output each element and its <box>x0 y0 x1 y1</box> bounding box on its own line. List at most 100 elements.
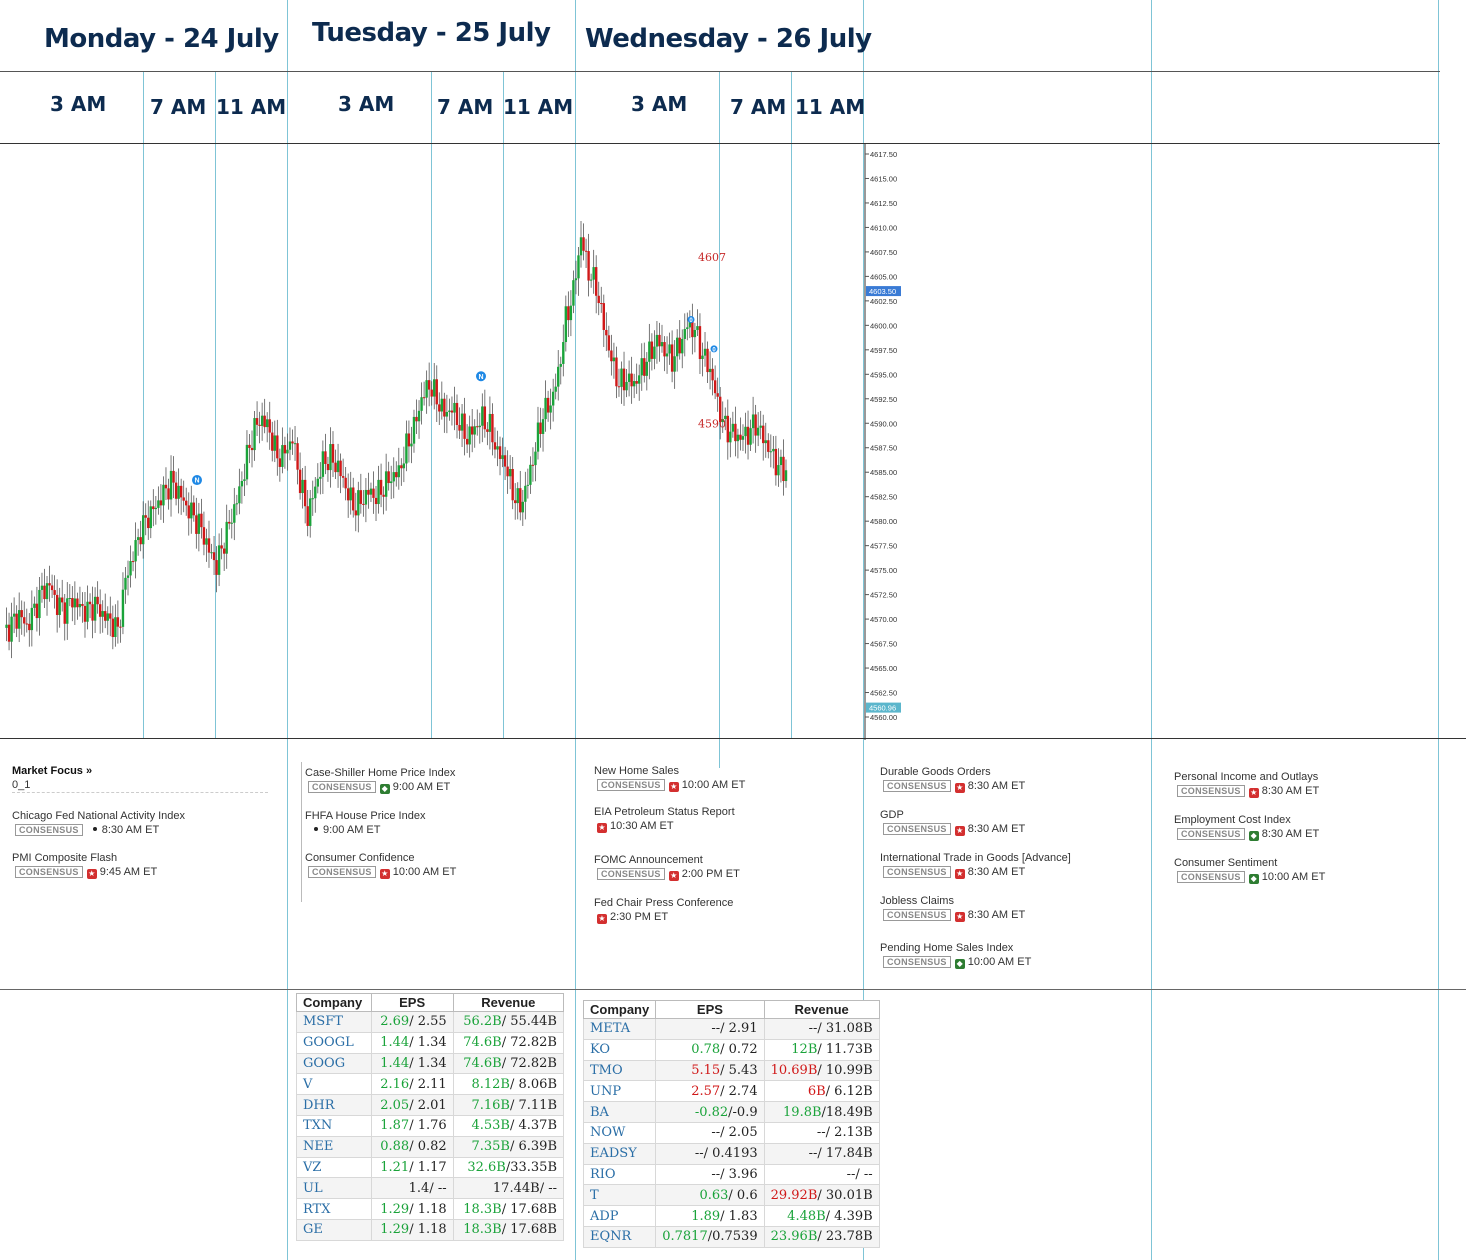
table-row[interactable]: EQNR 0.7817/0.7539 23.96B/ 23.78B <box>582 1225 880 1248</box>
company-ticker[interactable]: T <box>582 1184 657 1207</box>
consensus-badge[interactable]: CONSENSUS <box>597 868 665 880</box>
company-ticker[interactable]: EADSY <box>582 1142 657 1165</box>
company-ticker[interactable]: RIO <box>582 1163 657 1186</box>
table-row[interactable]: UNP 2.57/ 2.74 6B/ 6.12B <box>582 1080 880 1103</box>
company-ticker[interactable]: ADP <box>582 1205 657 1227</box>
column-header[interactable]: Company <box>582 1000 657 1019</box>
consensus-badge[interactable]: CONSENSUS <box>883 780 951 792</box>
company-ticker[interactable]: NEE <box>296 1135 372 1158</box>
company-ticker[interactable]: UNP <box>582 1080 657 1103</box>
event-item[interactable]: FHFA House Price Index 9:00 AM ET <box>305 809 425 837</box>
column-header[interactable]: EPS <box>370 993 454 1012</box>
table-row[interactable]: EADSY --/ 0.4193 --/ 17.84B <box>582 1142 880 1165</box>
event-item[interactable]: Fed Chair Press Conference ★ 2:30 PM ET <box>594 896 733 924</box>
event-title[interactable]: Case-Shiller Home Price Index <box>305 767 456 779</box>
consensus-badge[interactable]: CONSENSUS <box>597 779 665 791</box>
company-ticker[interactable]: EQNR <box>582 1225 657 1248</box>
consensus-badge[interactable]: CONSENSUS <box>1177 828 1245 840</box>
event-item[interactable]: FOMC Announcement CONSENSUS ★ 2:00 PM ET <box>594 853 740 881</box>
event-title[interactable]: Personal Income and Outlays <box>1174 771 1319 783</box>
company-ticker[interactable]: MSFT <box>296 1011 372 1033</box>
event-title[interactable]: EIA Petroleum Status Report <box>594 806 735 818</box>
company-ticker[interactable]: META <box>582 1018 657 1040</box>
consensus-badge[interactable]: CONSENSUS <box>15 866 83 878</box>
company-ticker[interactable]: NOW <box>582 1121 657 1144</box>
event-title[interactable]: Chicago Fed National Activity Index <box>12 810 186 822</box>
event-title[interactable]: GDP <box>880 809 904 821</box>
table-row[interactable]: RIO --/ 3.96 --/ -- <box>582 1163 880 1186</box>
company-ticker[interactable]: BA <box>582 1101 657 1123</box>
company-ticker[interactable]: GOOG <box>296 1052 372 1075</box>
consensus-badge[interactable]: CONSENSUS <box>883 956 951 968</box>
consensus-badge[interactable]: CONSENSUS <box>1177 871 1245 883</box>
table-row[interactable]: RTX 1.29/ 1.18 18.3B/ 17.68B <box>296 1198 565 1220</box>
table-row[interactable]: KO 0.78/ 0.72 12B/ 11.73B <box>582 1038 880 1061</box>
event-title[interactable]: Consumer Sentiment <box>1174 857 1278 869</box>
event-title[interactable]: Employment Cost Index <box>1174 814 1291 826</box>
event-item[interactable]: EIA Petroleum Status Report ★ 10:30 AM ET <box>594 805 735 833</box>
table-row[interactable]: GOOGL 1.44/ 1.34 74.6B/ 72.82B <box>296 1031 565 1054</box>
event-title[interactable]: FHFA House Price Index <box>305 810 426 822</box>
event-item[interactable]: Market Focus » 0_1 <box>12 764 92 792</box>
event-title[interactable]: PMI Composite Flash <box>12 852 118 864</box>
company-ticker[interactable]: DHR <box>296 1094 372 1116</box>
consensus-badge[interactable]: CONSENSUS <box>308 781 376 793</box>
consensus-badge[interactable]: CONSENSUS <box>883 823 951 835</box>
table-row[interactable]: TXN 1.87/ 1.76 4.53B/ 4.37B <box>296 1114 565 1137</box>
company-ticker[interactable]: TMO <box>582 1059 657 1082</box>
company-ticker[interactable]: UL <box>296 1177 372 1200</box>
company-ticker[interactable]: KO <box>582 1038 657 1061</box>
company-ticker[interactable]: TXN <box>296 1114 372 1137</box>
event-item[interactable]: Durable Goods Orders CONSENSUS ★ 8:30 AM ET <box>880 765 1025 793</box>
column-header[interactable]: EPS <box>655 1000 765 1019</box>
table-row[interactable]: ADP 1.89/ 1.83 4.48B/ 4.39B <box>582 1205 880 1227</box>
event-title[interactable]: Consumer Confidence <box>305 852 415 864</box>
consensus-badge[interactable]: CONSENSUS <box>308 866 376 878</box>
event-title[interactable]: Fed Chair Press Conference <box>594 897 734 909</box>
company-ticker[interactable]: GE <box>296 1218 372 1241</box>
table-row[interactable]: UL 1.4/ -- 17.44B/ -- <box>296 1177 565 1200</box>
table-row[interactable]: GE 1.29/ 1.18 18.3B/ 17.68B <box>296 1218 565 1241</box>
table-row[interactable]: V 2.16/ 2.11 8.12B/ 8.06B <box>296 1073 565 1096</box>
event-item[interactable]: PMI Composite Flash CONSENSUS ★ 9:45 AM ET <box>12 851 157 879</box>
event-item[interactable]: Pending Home Sales Index CONSENSUS ◆ 10:00 … <box>880 941 1031 969</box>
company-ticker[interactable]: GOOGL <box>296 1031 372 1054</box>
event-item[interactable]: Personal Income and Outlays CONSENSUS ★ 8:3… <box>1174 770 1319 798</box>
table-row[interactable]: BA -0.82/-0.9 19.8B/18.49B <box>582 1101 880 1123</box>
consensus-badge[interactable]: CONSENSUS <box>15 824 83 836</box>
event-title[interactable]: FOMC Announcement <box>594 854 703 866</box>
event-item[interactable]: Employment Cost Index CONSENSUS ◆ 8:30 AM E… <box>1174 813 1319 841</box>
event-item[interactable]: Jobless Claims CONSENSUS ★ 8:30 AM ET <box>880 894 1025 922</box>
event-item[interactable]: Consumer Confidence CONSENSUS ★ 10:00 AM ET <box>305 851 456 879</box>
event-item[interactable]: International Trade in Goods [Advance] CO… <box>880 851 1071 879</box>
consensus-badge[interactable]: CONSENSUS <box>1177 785 1245 797</box>
column-header[interactable]: Revenue <box>452 993 565 1012</box>
column-header[interactable]: Revenue <box>763 1000 880 1019</box>
event-item[interactable]: New Home Sales CONSENSUS ★ 10:00 AM ET <box>594 764 745 792</box>
table-row[interactable]: META --/ 2.91 --/ 31.08B <box>582 1018 880 1040</box>
table-row[interactable]: NOW --/ 2.05 --/ 2.13B <box>582 1121 880 1144</box>
table-row[interactable]: DHR 2.05/ 2.01 7.16B/ 7.11B <box>296 1094 565 1116</box>
consensus-badge[interactable]: CONSENSUS <box>883 866 951 878</box>
table-row[interactable]: VZ 1.21/ 1.17 32.6B/33.35B <box>296 1156 565 1179</box>
company-ticker[interactable]: VZ <box>296 1156 372 1179</box>
event-title[interactable]: New Home Sales <box>594 765 679 777</box>
event-title[interactable]: International Trade in Goods [Advance] <box>880 852 1071 864</box>
event-item[interactable]: Chicago Fed National Activity Index CONSE… <box>12 809 185 837</box>
table-row[interactable]: TMO 5.15/ 5.43 10.69B/ 10.99B <box>582 1059 880 1082</box>
table-row[interactable]: NEE 0.88/ 0.82 7.35B/ 6.39B <box>296 1135 565 1158</box>
event-title[interactable]: Jobless Claims <box>880 895 954 907</box>
company-ticker[interactable]: V <box>296 1073 372 1096</box>
table-row[interactable]: T 0.63/ 0.6 29.92B/ 30.01B <box>582 1184 880 1207</box>
event-item[interactable]: Case-Shiller Home Price Index CONSENSUS ◆ 9… <box>305 766 455 794</box>
event-title[interactable]: Durable Goods Orders <box>880 766 991 778</box>
consensus-badge[interactable]: CONSENSUS <box>883 909 951 921</box>
column-header[interactable]: Company <box>296 993 372 1012</box>
company-ticker[interactable]: RTX <box>296 1198 372 1220</box>
table-row[interactable]: MSFT 2.69/ 2.55 56.2B/ 55.44B <box>296 1011 565 1033</box>
table-row[interactable]: GOOG 1.44/ 1.34 74.6B/ 72.82B <box>296 1052 565 1075</box>
event-title[interactable]: Pending Home Sales Index <box>880 942 1014 954</box>
event-item[interactable]: GDP CONSENSUS ★ 8:30 AM ET <box>880 808 1025 836</box>
event-item[interactable]: Consumer Sentiment CONSENSUS ◆ 10:00 AM ET <box>1174 856 1325 884</box>
event-title[interactable]: Market Focus » <box>12 765 93 777</box>
